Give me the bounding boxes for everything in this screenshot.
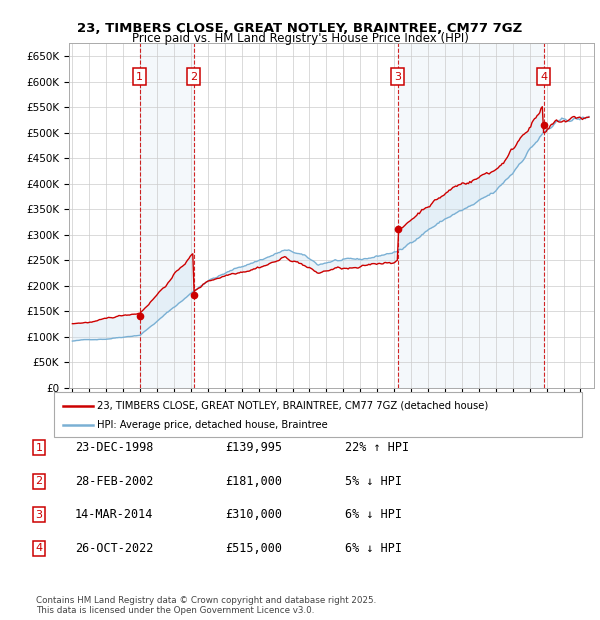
Bar [140,43,194,388]
Text: 5% ↓ HPI: 5% ↓ HPI [345,475,402,487]
Text: 6% ↓ HPI: 6% ↓ HPI [345,542,402,554]
Text: Contains HM Land Registry data © Crown copyright and database right 2025.
This d: Contains HM Land Registry data © Crown c… [36,596,376,615]
Text: 2: 2 [190,71,197,82]
Text: £139,995: £139,995 [225,441,282,454]
Text: £181,000: £181,000 [225,475,282,487]
Text: £515,000: £515,000 [225,542,282,554]
Text: HPI: Average price, detached house, Braintree: HPI: Average price, detached house, Brai… [97,420,328,430]
Text: 28-FEB-2002: 28-FEB-2002 [75,475,154,487]
Text: 6% ↓ HPI: 6% ↓ HPI [345,508,402,521]
Text: 1: 1 [35,443,43,453]
Text: £310,000: £310,000 [225,508,282,521]
Text: 23-DEC-1998: 23-DEC-1998 [75,441,154,454]
Text: 14-MAR-2014: 14-MAR-2014 [75,508,154,521]
Text: 22% ↑ HPI: 22% ↑ HPI [345,441,409,454]
Text: 23, TIMBERS CLOSE, GREAT NOTLEY, BRAINTREE, CM77 7GZ (detached house): 23, TIMBERS CLOSE, GREAT NOTLEY, BRAINTR… [97,401,488,411]
Text: 4: 4 [35,543,43,553]
Text: Price paid vs. HM Land Registry's House Price Index (HPI): Price paid vs. HM Land Registry's House … [131,32,469,45]
Text: 3: 3 [35,510,43,520]
Text: 23, TIMBERS CLOSE, GREAT NOTLEY, BRAINTREE, CM77 7GZ: 23, TIMBERS CLOSE, GREAT NOTLEY, BRAINTR… [77,22,523,35]
Bar [398,43,544,388]
Text: 4: 4 [540,71,547,82]
Text: 3: 3 [394,71,401,82]
Text: 26-OCT-2022: 26-OCT-2022 [75,542,154,554]
Text: 2: 2 [35,476,43,486]
Text: 1: 1 [136,71,143,82]
